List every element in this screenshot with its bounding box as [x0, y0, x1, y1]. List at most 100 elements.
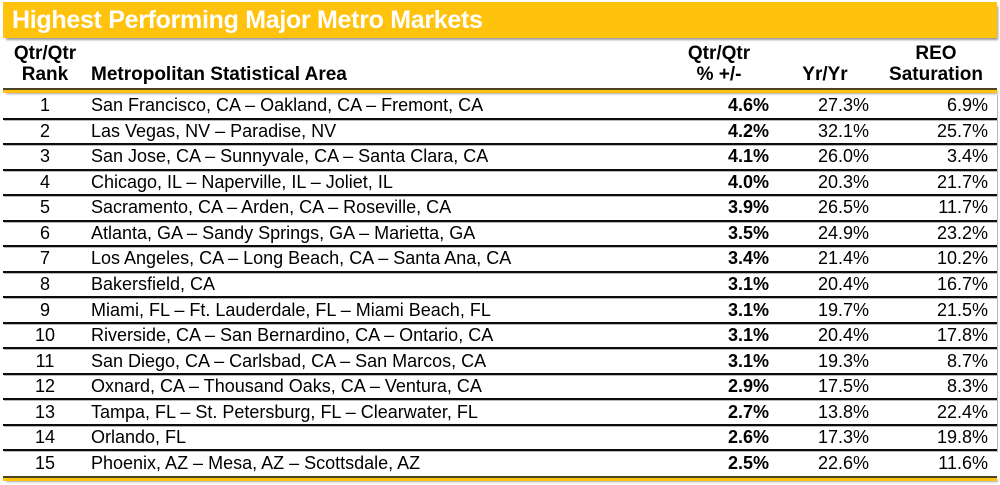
msa-cell: Bakersfield, CA — [91, 273, 216, 294]
header-divider-bar — [3, 88, 997, 93]
qtr-change-cell: 3.9% — [727, 197, 769, 218]
reo-saturation-cell: 17.8% — [936, 325, 988, 346]
yr-change-cell: 22.6% — [817, 452, 869, 473]
table-row: 5 Sacramento, CA – Arden, CA – Roseville,… — [3, 196, 997, 222]
rank-cell: 11 — [35, 350, 55, 371]
column-header-qtr-change: Qtr/Qtr % +/- — [687, 43, 751, 85]
msa-cell: Miami, FL – Ft. Lauderdale, FL – Miami B… — [91, 299, 491, 320]
reo-saturation-cell: 10.2% — [936, 248, 988, 269]
msa-cell: Los Angeles, CA – Long Beach, CA – Santa… — [91, 248, 512, 269]
msa-cell: Orlando, FL — [91, 427, 187, 448]
rank-cell: 5 — [39, 197, 50, 218]
table-row: 9 Miami, FL – Ft. Lauderdale, FL – Miami … — [3, 298, 997, 324]
yr-change-cell: 17.5% — [817, 376, 869, 397]
msa-cell: Sacramento, CA – Arden, CA – Roseville, … — [91, 197, 452, 218]
table-row: 14 Orlando, FL 2.6% 17.3% 19.8% — [3, 426, 997, 452]
table-row: 8 Bakersfield, CA 3.1% 20.4% 16.7% — [3, 273, 997, 299]
qtr-change-cell: 4.6% — [727, 95, 769, 116]
rank-cell: 6 — [39, 222, 50, 243]
yr-change-cell: 19.7% — [817, 299, 869, 320]
rank-cell: 8 — [39, 273, 50, 294]
column-header-rank: Qtr/Qtr Rank — [13, 43, 77, 85]
msa-cell: Tampa, FL – St. Petersburg, FL – Clearwa… — [91, 401, 478, 422]
msa-cell: Atlanta, GA – Sandy Springs, GA – Mariet… — [91, 222, 476, 243]
yr-change-cell: 20.3% — [817, 171, 869, 192]
yr-change-cell: 24.9% — [817, 222, 869, 243]
table-row: 3 San Jose, CA – Sunnyvale, CA – Santa Cl… — [3, 145, 997, 171]
bottom-border-bar — [3, 476, 997, 481]
table-header-row: Qtr/Qtr Rank Metropolitan Statistical Ar… — [3, 38, 997, 88]
table-row: 10 Riverside, CA – San Bernardino, CA – O… — [3, 324, 997, 350]
column-header-reo-saturation: REO Saturation — [889, 43, 983, 85]
rank-cell: 4 — [39, 171, 50, 192]
qtr-change-cell: 2.9% — [727, 376, 769, 397]
yr-change-cell: 32.1% — [817, 120, 869, 141]
yr-change-cell: 20.4% — [817, 325, 869, 346]
table-body: 1 San Francisco, CA – Oakland, CA – Fremo… — [3, 94, 997, 475]
column-header-msa: Metropolitan Statistical Area — [91, 64, 347, 85]
yr-change-cell: 27.3% — [817, 95, 869, 116]
reo-saturation-cell: 19.8% — [936, 427, 988, 448]
table-row: 6 Atlanta, GA – Sandy Springs, GA – Marie… — [3, 222, 997, 248]
yr-change-cell: 26.0% — [817, 146, 869, 167]
qtr-change-cell: 4.0% — [727, 171, 769, 192]
qtr-change-cell: 4.2% — [727, 120, 769, 141]
qtr-change-cell: 2.7% — [727, 401, 769, 422]
table-row: 13 Tampa, FL – St. Petersburg, FL – Clear… — [3, 400, 997, 426]
reo-saturation-cell: 11.6% — [938, 452, 988, 473]
reo-saturation-cell: 11.7% — [938, 197, 988, 218]
rank-cell: 10 — [34, 325, 56, 346]
msa-cell: Riverside, CA – San Bernardino, CA – Ont… — [91, 325, 494, 346]
reo-saturation-cell: 21.7% — [936, 171, 988, 192]
table-row: 15 Phoenix, AZ – Mesa, AZ – Scottsdale, A… — [3, 451, 997, 475]
reo-saturation-cell: 23.2% — [936, 222, 988, 243]
msa-cell: Oxnard, CA – Thousand Oaks, CA – Ventura… — [91, 376, 482, 397]
rank-cell: 1 — [39, 95, 50, 116]
rank-cell: 7 — [39, 248, 50, 269]
rank-cell: 15 — [34, 452, 56, 473]
qtr-change-cell: 3.4% — [727, 248, 769, 269]
yr-change-cell: 26.5% — [817, 197, 869, 218]
yr-change-cell: 17.3% — [817, 427, 869, 448]
qtr-change-cell: 3.1% — [727, 325, 769, 346]
rank-cell: 14 — [34, 427, 56, 448]
msa-cell: San Jose, CA – Sunnyvale, CA – Santa Cla… — [91, 146, 489, 167]
yr-change-cell: 20.4% — [817, 273, 869, 294]
qtr-change-cell: 3.1% — [727, 350, 769, 371]
reo-saturation-cell: 21.5% — [936, 299, 988, 320]
reo-saturation-cell: 16.7% — [936, 273, 988, 294]
reo-saturation-cell: 22.4% — [936, 401, 988, 422]
rank-cell: 2 — [39, 120, 50, 141]
yr-change-cell: 19.3% — [817, 350, 869, 371]
rank-cell: 9 — [39, 299, 50, 320]
page-title: Highest Performing Major Metro Markets — [12, 5, 483, 34]
qtr-change-cell: 2.5% — [727, 452, 769, 473]
table-row: 2 Las Vegas, NV – Paradise, NV 4.2% 32.1% 25… — [3, 120, 997, 146]
reo-saturation-cell: 25.7% — [936, 120, 988, 141]
column-header-yr-change: Yr/Yr — [802, 64, 848, 85]
qtr-change-cell: 3.1% — [727, 299, 769, 320]
msa-cell: Las Vegas, NV – Paradise, NV — [91, 120, 337, 141]
title-bar: Highest Performing Major Metro Markets — [3, 2, 997, 38]
qtr-change-cell: 2.6% — [727, 427, 769, 448]
msa-cell: Chicago, IL – Naperville, IL – Joliet, I… — [91, 171, 393, 192]
rank-cell: 13 — [34, 401, 56, 422]
reo-saturation-cell: 3.4% — [946, 146, 988, 167]
reo-saturation-cell: 6.9% — [946, 95, 988, 116]
msa-cell: San Diego, CA – Carlsbad, CA – San Marco… — [91, 350, 487, 371]
rank-cell: 12 — [34, 376, 56, 397]
rank-cell: 3 — [39, 146, 50, 167]
qtr-change-cell: 4.1% — [727, 146, 769, 167]
table-row: 4 Chicago, IL – Naperville, IL – Joliet, … — [3, 171, 997, 197]
qtr-change-cell: 3.5% — [727, 222, 769, 243]
reo-saturation-cell: 8.7% — [946, 350, 988, 371]
table-row: 1 San Francisco, CA – Oakland, CA – Fremo… — [3, 94, 997, 120]
reo-saturation-cell: 8.3% — [946, 376, 988, 397]
qtr-change-cell: 3.1% — [727, 273, 769, 294]
table-row: 7 Los Angeles, CA – Long Beach, CA – Sant… — [3, 247, 997, 273]
table-row: 11 San Diego, CA – Carlsbad, CA – San Mar… — [3, 349, 997, 375]
msa-cell: San Francisco, CA – Oakland, CA – Fremon… — [91, 95, 484, 116]
table-row: 12 Oxnard, CA – Thousand Oaks, CA – Ventu… — [3, 375, 997, 401]
yr-change-cell: 21.4% — [817, 248, 869, 269]
